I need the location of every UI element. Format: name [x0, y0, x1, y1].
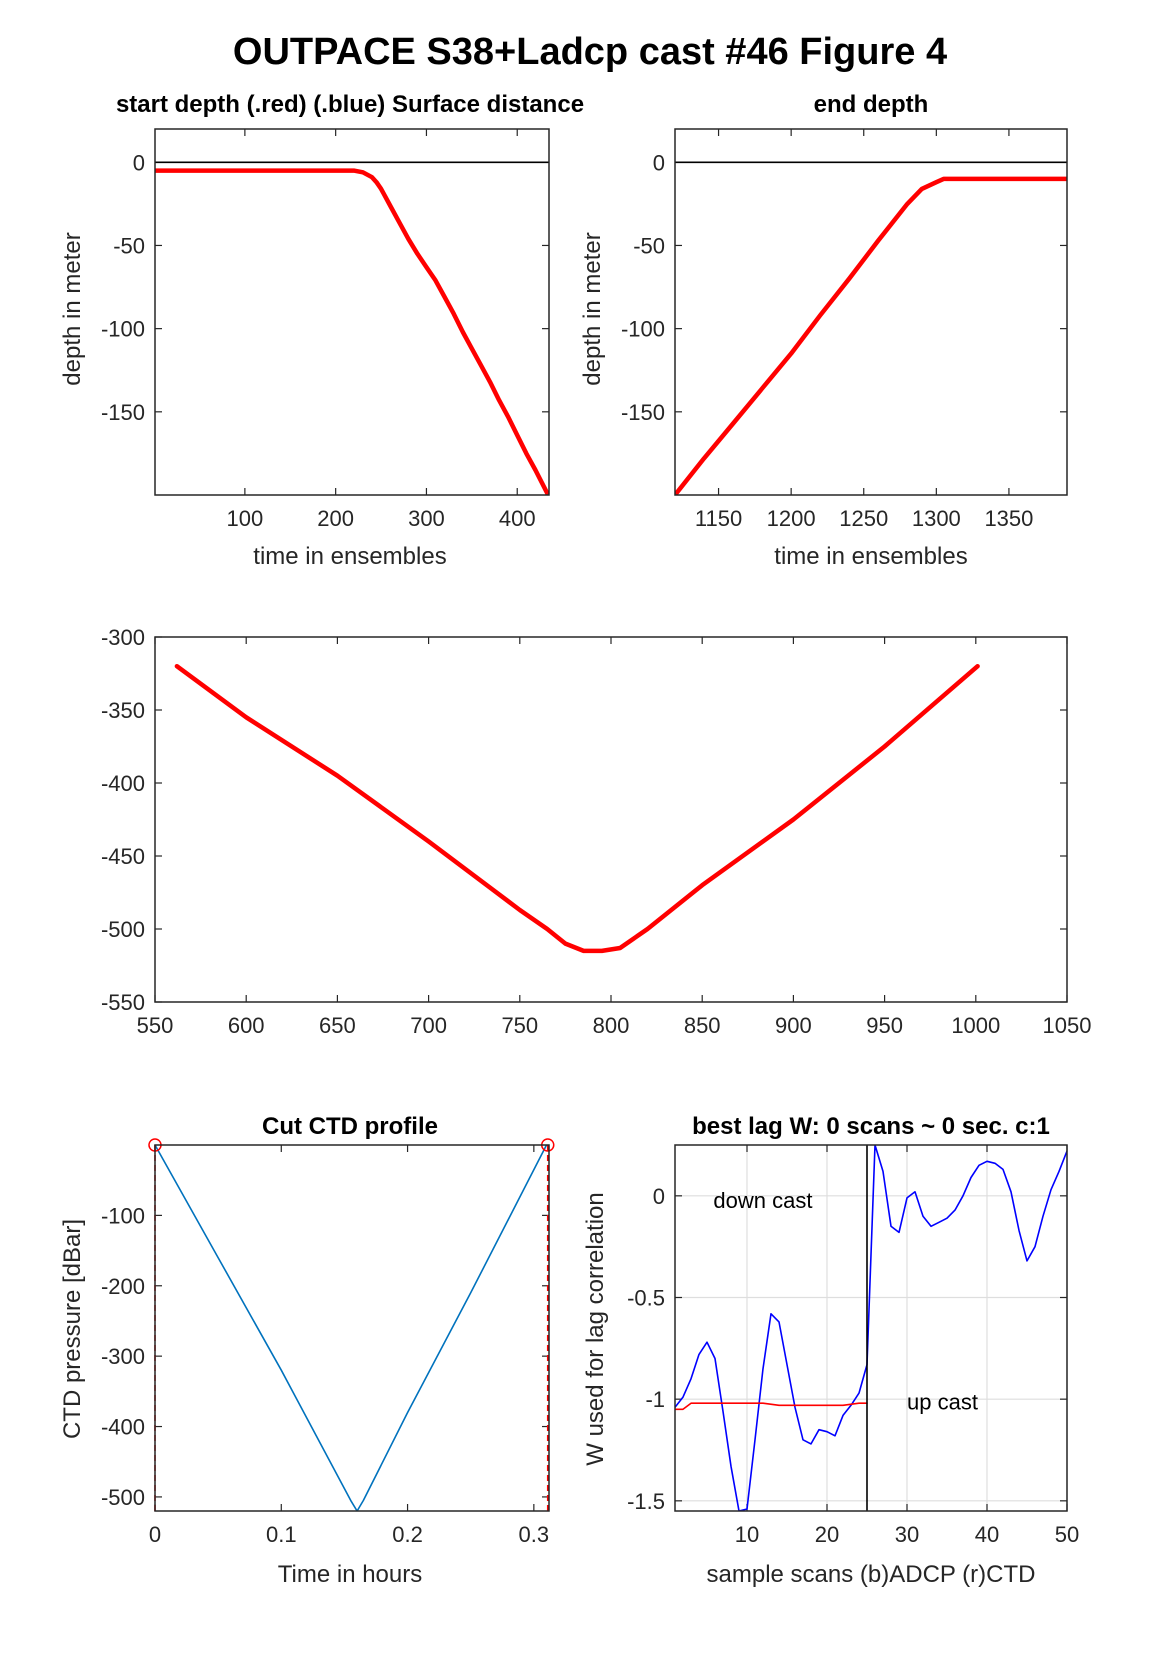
y-tick-label: -200: [101, 1274, 145, 1299]
y-tick-label: -50: [633, 233, 665, 258]
y-tick-label: 0: [653, 1184, 665, 1209]
xlabel-start-depth: time in ensembles: [253, 543, 446, 570]
axes-title-best-lag: best lag W: 0 scans ~ 0 sec. c:1: [692, 1113, 1050, 1140]
axes-title-start-depth: start depth (.red) (.blue) Surface dista…: [116, 91, 584, 118]
x-tick-label: 0.3: [519, 1522, 550, 1547]
x-tick-label: 900: [775, 1013, 812, 1038]
panel-end-depth: end depth time in ensembles depth in met…: [579, 91, 1068, 570]
x-tick-label: 950: [866, 1013, 903, 1038]
x-tick-label: 600: [228, 1013, 265, 1038]
plot-data-layer: [675, 161, 1067, 495]
y-tick-label: -350: [101, 698, 145, 723]
axes-frame: [674, 128, 1068, 496]
ylabel-best-lag: W used for lag correlation: [582, 1192, 609, 1465]
y-tick-label: -0.5: [627, 1286, 665, 1311]
x-tick-label: 750: [501, 1013, 538, 1038]
panel-bottom-segment: 550 600 650 700 750 800 850 900 950 1000 1050 -300 -…: [101, 625, 1092, 1038]
figure-title: OUTPACE S38+Ladcp cast #46 Figure 4: [233, 31, 947, 73]
x-tick-label: 1300: [912, 506, 961, 531]
axes-frame: [154, 1144, 550, 1512]
plot-area-start-depth: 100 200 300 400 0 -50 -100 -150: [101, 128, 550, 531]
x-tick-label: 20: [815, 1522, 839, 1547]
x-tick-label: 0.2: [392, 1522, 423, 1547]
series-line-0: [174, 663, 980, 954]
y-tick-label: -500: [101, 917, 145, 942]
plot-area-bottom-segment: 550 600 650 700 750 800 850 900 950 1000 1050 -300 -…: [101, 625, 1092, 1038]
x-tick-label: 1200: [767, 506, 816, 531]
x-tick-label: 550: [137, 1013, 174, 1038]
ylabel-cut-ctd: CTD pressure [dBar]: [59, 1219, 86, 1439]
y-tick-label: -1: [645, 1387, 665, 1412]
x-tick-label: 800: [593, 1013, 630, 1038]
plot-data-layer: [155, 161, 549, 495]
y-tick-label: -150: [101, 400, 145, 425]
y-tick-label: -100: [101, 317, 145, 342]
ylabel-end-depth: depth in meter: [579, 232, 606, 385]
axes-frame: [154, 128, 550, 496]
xlabel-best-lag: sample scans (b)ADCP (r)CTD: [707, 1561, 1036, 1588]
xlabel-end-depth: time in ensembles: [774, 543, 967, 570]
y-tick-label: -150: [621, 400, 665, 425]
series-line-1: [675, 1402, 868, 1411]
panel-start-depth: start depth (.red) (.blue) Surface dista…: [59, 91, 584, 570]
plot-data-layer: [174, 663, 980, 954]
axes-title-cut-ctd: Cut CTD profile: [262, 1113, 438, 1140]
y-tick-label: -100: [621, 317, 665, 342]
x-tick-label: 1050: [1043, 1013, 1092, 1038]
xlabel-cut-ctd: Time in hours: [278, 1561, 423, 1588]
x-tick-label: 30: [895, 1522, 919, 1547]
y-tick-label: -100: [101, 1203, 145, 1228]
x-tick-label: 1000: [951, 1013, 1000, 1038]
annotation-text: down cast: [713, 1188, 812, 1213]
x-tick-label: 1150: [695, 506, 742, 531]
y-tick-label: -550: [101, 990, 145, 1015]
y-tick-label: -1.5: [627, 1489, 665, 1514]
x-tick-label: 50: [1055, 1522, 1079, 1547]
plot-area-end-depth: 1150 1200 1250 1300 1350 0 -50 -100 -150: [621, 128, 1068, 531]
plot-area-best-lag: 10 20 30 40 50 0 -0.5 -1 -1.5 down cast up cast: [627, 1144, 1079, 1547]
x-tick-label: 1350: [984, 506, 1033, 531]
x-tick-label: 850: [684, 1013, 721, 1038]
x-tick-label: 700: [410, 1013, 447, 1038]
x-tick-label: 40: [975, 1522, 999, 1547]
x-tick-label: 0: [149, 1522, 161, 1547]
series-line-0: [675, 176, 1067, 495]
plot-area-cut-ctd: 0 0.1 0.2 0.3 -100 -200 -300 -400 -500: [101, 1138, 555, 1547]
axes-frame: [674, 1144, 1068, 1512]
plot-data-layer: [155, 1145, 548, 1511]
series-line-0: [155, 1145, 548, 1511]
x-tick-label: 650: [319, 1013, 356, 1038]
x-tick-label: 1250: [839, 506, 888, 531]
axes-frame: [154, 636, 1068, 1003]
y-tick-label: -400: [101, 1415, 145, 1440]
annotation-text: up cast: [907, 1389, 978, 1414]
x-tick-label: 400: [499, 506, 536, 531]
x-tick-label: 0.1: [266, 1522, 297, 1547]
y-tick-label: 0: [133, 150, 145, 175]
y-tick-label: -300: [101, 625, 145, 650]
y-tick-label: -300: [101, 1344, 145, 1369]
x-tick-label: 100: [227, 506, 264, 531]
series-line-0: [155, 168, 549, 495]
y-tick-label: 0: [653, 150, 665, 175]
ylabel-start-depth: depth in meter: [59, 232, 86, 385]
panel-best-lag: best lag W: 0 scans ~ 0 sec. c:1 sample …: [582, 1113, 1079, 1588]
x-tick-label: 10: [735, 1522, 759, 1547]
y-tick-label: -500: [101, 1485, 145, 1510]
x-tick-label: 300: [408, 506, 445, 531]
x-tick-label: 200: [317, 506, 354, 531]
y-tick-label: -50: [113, 233, 145, 258]
axes-title-end-depth: end depth: [814, 91, 929, 118]
y-tick-label: -400: [101, 771, 145, 796]
y-tick-label: -450: [101, 844, 145, 869]
panel-cut-ctd-profile: Cut CTD profile Time in hours CTD pressu…: [59, 1113, 555, 1588]
